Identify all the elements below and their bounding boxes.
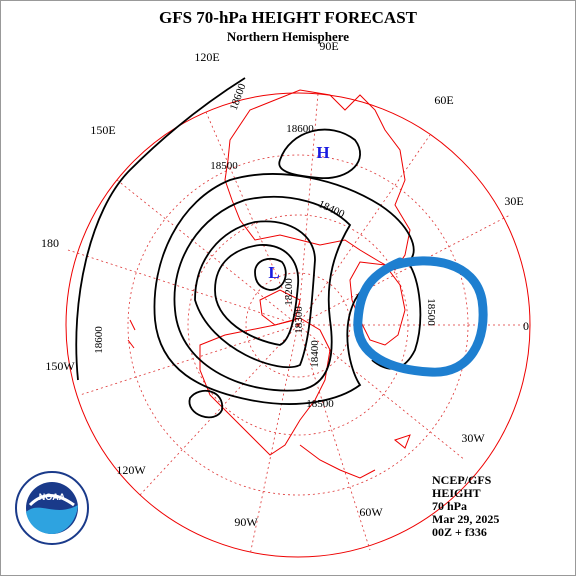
logo-text: NOAA: [39, 492, 66, 502]
contour-label: 18300: [293, 306, 305, 334]
info-block: NCEP/GFS HEIGHT 70 hPa Mar 29, 2025 00Z …: [432, 473, 499, 539]
contour-label: 18200: [283, 278, 295, 306]
contour-label: 18500: [210, 160, 238, 172]
contour-label: 18400: [309, 340, 321, 368]
longitude-label: 90E: [319, 39, 338, 53]
hand-drawn-circle: [353, 256, 488, 377]
contour-label: 18500: [306, 398, 334, 410]
longitude-labels: 90E 120E 60E 150E 30E 180 0 150W 30W 120…: [41, 39, 529, 529]
longitude-label: 120W: [116, 463, 146, 477]
longitude-label: 150E: [90, 123, 115, 137]
longitude-label: 0: [523, 319, 529, 333]
longitude-label: 150W: [45, 359, 75, 373]
info-line: HEIGHT: [432, 486, 481, 500]
longitude-label: 120E: [194, 50, 219, 64]
noaa-logo: NOAA: [15, 471, 89, 545]
coastlines: [127, 89, 411, 479]
longitude-label: 60W: [359, 505, 383, 519]
high-center: H: [316, 143, 329, 162]
contour-label: 18500: [425, 298, 437, 326]
low-center: L: [268, 263, 279, 282]
subtitle: Northern Hemisphere: [227, 29, 349, 44]
longitude-label: 30E: [504, 194, 523, 208]
longitude-label: 60E: [434, 93, 453, 107]
info-line: 00Z + f336: [432, 525, 487, 539]
longitude-label: 90W: [234, 515, 258, 529]
longitude-label: 30W: [461, 431, 485, 445]
longitude-label: 180: [41, 236, 59, 250]
info-line: Mar 29, 2025: [432, 512, 499, 526]
graticule: [65, 92, 531, 558]
contour-label: 18600: [93, 326, 105, 354]
info-line: 70 hPa: [432, 499, 467, 513]
contour-label: 18600: [286, 123, 314, 135]
info-line: NCEP/GFS: [432, 473, 492, 487]
contour-labels: 18600 18600 18500 18400 18200 18300 1840…: [93, 82, 437, 410]
title: GFS 70-hPa HEIGHT FORECAST: [159, 8, 418, 27]
